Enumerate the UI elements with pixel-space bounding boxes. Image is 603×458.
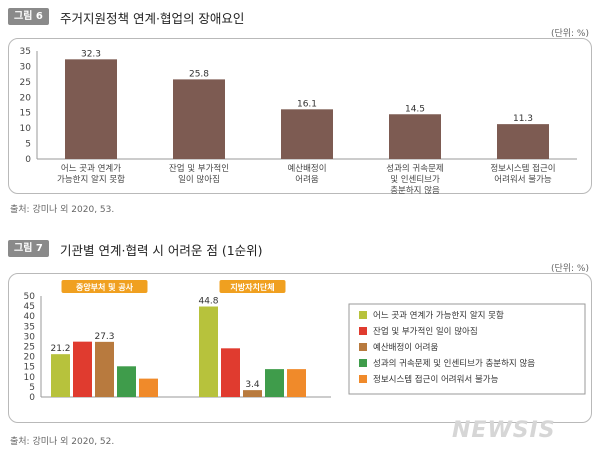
figure7-unit: (단위: %) <box>550 264 589 274</box>
figure7-tag: 그림 7 <box>8 240 49 257</box>
bar <box>221 348 240 397</box>
y-tick-label: 15 <box>20 109 31 119</box>
data-label: 21.2 <box>50 344 70 354</box>
x-category-label: 어려움 <box>295 174 319 185</box>
group-label-bg <box>219 280 286 293</box>
y-tick-label: 0 <box>25 155 31 165</box>
legend-label: 정보시스템 접근이 어려워서 불가능 <box>373 374 499 385</box>
x-category-label: 정보시스템 접근이 <box>490 163 555 174</box>
y-tick-label: 30 <box>20 62 32 72</box>
y-tick-label: 25 <box>20 78 31 88</box>
legend-swatch <box>359 327 367 335</box>
y-tick-label: 50 <box>24 292 36 302</box>
group-label: 지방자치단체 <box>230 282 274 292</box>
bar <box>199 306 218 397</box>
data-label: 11.3 <box>513 114 533 124</box>
legend-swatch <box>359 343 367 351</box>
legend-box <box>348 303 586 395</box>
bar <box>389 114 441 159</box>
figure6-unit: (단위: %) <box>550 29 589 39</box>
y-tick-label: 35 <box>24 322 35 332</box>
x-category-label: 일이 많아짐 <box>178 174 220 185</box>
y-tick-label: 45 <box>24 302 35 312</box>
bar <box>139 378 158 397</box>
figure6-title: 주거지원정책 연계·협업의 장애요인 <box>60 11 245 26</box>
legend-label: 예산배정이 어려움 <box>373 342 438 353</box>
legend-swatch <box>359 359 367 367</box>
figure7-chart: 0 5 10 15 20 25 30 35 40 45 50 중앙부처 및 공사 21.2 27.3 지방자… <box>8 273 592 423</box>
legend-label: 어느 곳과 연계가 가능한지 알지 못함 <box>373 310 504 321</box>
bar <box>117 366 136 397</box>
x-category-label: 성과의 귀속문제 <box>386 163 443 174</box>
y-tick-label: 10 <box>24 373 36 383</box>
figure6-chart: 0 5 10 15 20 25 30 35 32.3 어느 곳과 연계가 가능한지 알지 못함 25.… <box>8 38 592 196</box>
y-tick-label: 0 <box>29 393 35 403</box>
legend-swatch <box>359 311 367 319</box>
y-tick-label: 10 <box>20 124 32 134</box>
x-category-label: 충분하지 않음 <box>390 185 440 195</box>
legend-label: 성과의 귀속문제 및 인센티브가 충분하지 않음 <box>373 358 535 369</box>
y-tick-label: 20 <box>24 353 36 363</box>
group-label: 중앙부처 및 공사 <box>76 282 134 292</box>
y-tick-label: 40 <box>24 312 36 322</box>
legend-label: 잔업 및 부가적인 일이 많아짐 <box>373 326 478 337</box>
data-label: 3.4 <box>245 380 260 390</box>
group-label-bg <box>61 280 148 293</box>
y-tick-label: 35 <box>20 47 31 57</box>
x-category-label: 잔업 및 부가적인 <box>169 163 229 174</box>
data-label: 14.5 <box>405 104 425 114</box>
data-label: 16.1 <box>297 99 317 109</box>
x-category-label: 및 인센티브가 <box>390 174 440 185</box>
legend-swatch <box>359 375 367 383</box>
y-tick-label: 30 <box>24 332 36 342</box>
y-tick-label: 5 <box>29 383 35 393</box>
bar <box>281 109 333 159</box>
x-category-label: 어느 곳과 연계가 <box>61 163 121 174</box>
y-tick-label: 5 <box>25 140 31 150</box>
bar <box>265 369 284 397</box>
data-label: 27.3 <box>94 332 114 342</box>
figure6-tag: 그림 6 <box>8 8 49 25</box>
bar <box>65 59 117 159</box>
bar <box>95 341 114 397</box>
bar <box>497 124 549 159</box>
data-label: 25.8 <box>189 69 209 79</box>
data-label: 44.8 <box>198 297 218 307</box>
y-tick-label: 15 <box>24 363 35 373</box>
bar <box>243 390 262 397</box>
bar <box>51 354 70 397</box>
y-tick-label: 20 <box>20 93 32 103</box>
bar <box>73 341 92 397</box>
x-category-label: 가능한지 알지 못함 <box>57 174 125 185</box>
bar <box>173 79 225 159</box>
x-category-label: 어려워서 불가능 <box>494 174 552 185</box>
bar <box>287 369 306 397</box>
watermark: NEWSIS <box>452 418 556 443</box>
x-category-label: 예산배정이 <box>287 163 326 174</box>
figure7-source: 출처: 강미나 외 2020, 52. <box>10 437 115 447</box>
y-tick-label: 25 <box>24 343 35 353</box>
figure7-title: 기관별 연계·협력 시 어려운 점 (1순위) <box>60 243 263 258</box>
data-label: 32.3 <box>81 49 101 59</box>
figure6-source: 출처: 강미나 외 2020, 53. <box>10 205 115 215</box>
